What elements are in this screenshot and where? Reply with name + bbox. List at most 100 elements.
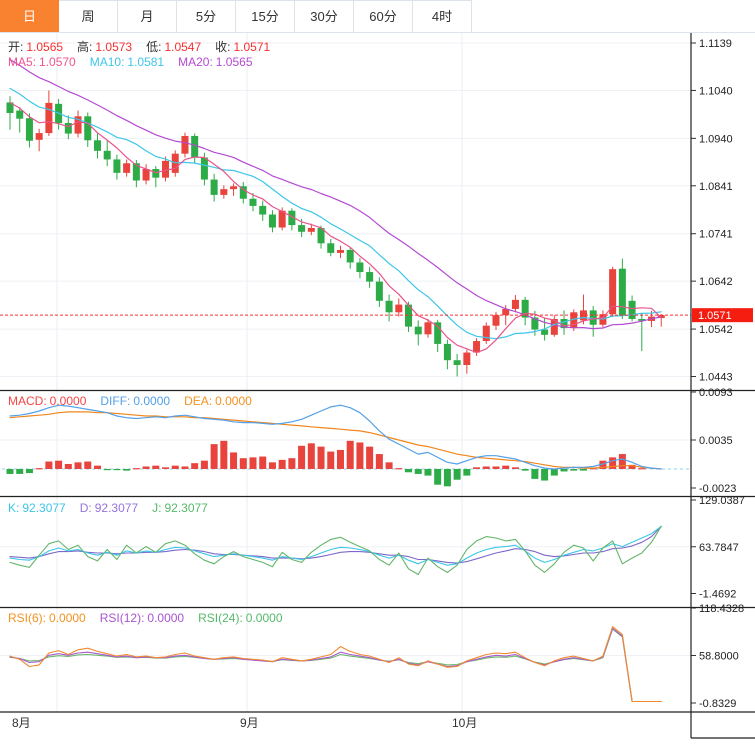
macd-bar — [64, 464, 72, 469]
candle-up — [307, 227, 315, 232]
candle-up — [142, 169, 150, 181]
period-tab-2[interactable]: 周 — [59, 0, 118, 32]
candle-up — [35, 133, 43, 140]
candle-down — [288, 210, 296, 226]
macd-bar — [599, 460, 607, 469]
macd-bar — [230, 452, 238, 469]
price-axis-label: 1.0940 — [699, 133, 733, 145]
macd-axis-label: 0.0035 — [699, 435, 733, 447]
macd-bar — [171, 465, 179, 469]
candle-down — [531, 317, 539, 330]
candle-up — [424, 322, 432, 335]
macd-bar — [84, 461, 92, 469]
macd-bar — [541, 468, 549, 481]
candle-up — [511, 299, 519, 309]
macd-bar — [570, 468, 578, 471]
month-label: 10月 — [452, 716, 477, 730]
macd-bar — [560, 468, 568, 472]
candle-up — [463, 352, 471, 365]
macd-bar — [424, 468, 432, 476]
macd-bar — [220, 440, 228, 469]
candle-up — [220, 189, 228, 195]
candle-up — [473, 341, 481, 353]
macd-bar — [200, 460, 208, 469]
candle-down — [385, 300, 393, 313]
candle-down — [453, 360, 461, 365]
macd-bar — [609, 457, 617, 469]
month-label: 8月 — [12, 716, 31, 730]
macd-bar — [434, 468, 442, 485]
macd-bar — [191, 463, 199, 469]
macd-bar — [356, 442, 364, 469]
period-tab-7[interactable]: 60分 — [354, 0, 413, 32]
macd-bar — [628, 464, 636, 469]
candle-down — [64, 123, 72, 134]
macd-bar — [579, 468, 587, 471]
j-line — [9, 525, 662, 576]
period-tab-5[interactable]: 15分 — [236, 0, 295, 32]
macd-bar — [638, 468, 646, 470]
macd-bar — [453, 468, 461, 480]
macd-bar — [259, 456, 267, 469]
candle-down — [375, 281, 383, 301]
period-toolbar: 日周月 5分 15分 30分 60分 4时 — [0, 0, 755, 33]
kdj-axis-label: 129.0387 — [699, 495, 745, 507]
rsi-axis-label: -0.8329 — [699, 698, 736, 710]
macd-axis-label: 0.0093 — [699, 387, 733, 399]
macd-axis-label: -0.0023 — [699, 483, 736, 495]
candle-up — [609, 269, 617, 315]
rsi6-line — [9, 626, 662, 703]
macd-bar — [521, 468, 529, 471]
candle-up — [570, 312, 578, 329]
candle-up — [492, 315, 500, 326]
period-tab-3[interactable]: 月 — [118, 0, 177, 32]
period-tab-8[interactable]: 4时 — [413, 0, 472, 32]
candle-down — [200, 157, 208, 180]
macd-bar — [210, 444, 218, 469]
candle-up — [123, 163, 131, 173]
macd-bar — [531, 468, 539, 479]
macd-bar — [288, 458, 296, 469]
candle-down — [628, 300, 636, 319]
macd-bar — [463, 468, 471, 476]
period-tab-4[interactable]: 5分 — [177, 0, 236, 32]
price-axis-label: 1.1139 — [699, 38, 732, 50]
macd-bar — [142, 466, 150, 469]
period-tab-1[interactable]: 日 — [0, 0, 59, 32]
current-price-badge-text: 1.0571 — [698, 310, 732, 322]
macd-bar — [395, 468, 403, 470]
candle-down — [638, 319, 646, 321]
macd-bar — [589, 468, 597, 470]
macd-bar — [366, 446, 374, 469]
ma20-line — [9, 59, 662, 330]
candle-up — [278, 210, 286, 228]
candle-down — [6, 102, 14, 113]
macd-bar — [162, 467, 170, 469]
macd-bar — [239, 458, 247, 469]
macd-bar — [16, 468, 24, 474]
macd-bar — [443, 468, 451, 487]
macd-bar — [132, 468, 140, 470]
macd-bar — [405, 468, 413, 473]
candle-down — [521, 299, 529, 318]
candle-up — [502, 308, 510, 316]
candle-down — [405, 304, 413, 327]
macd-bar — [482, 466, 490, 469]
price-axis-label: 1.0741 — [699, 229, 733, 241]
dea-line — [9, 411, 662, 470]
macd-bar — [385, 462, 393, 469]
diff-line — [9, 404, 662, 470]
macd-bar — [249, 457, 257, 469]
candle-down — [249, 198, 257, 206]
kdj-axis-label: 63.7847 — [699, 542, 739, 554]
candle-up — [162, 160, 170, 178]
candle-down — [618, 268, 626, 316]
price-axis-label: 1.0542 — [699, 324, 733, 336]
macd-bar — [511, 467, 519, 469]
rsi12-line — [9, 627, 662, 703]
macd-bar — [113, 468, 121, 471]
ma10-line — [9, 87, 662, 340]
period-tab-6[interactable]: 30分 — [295, 0, 354, 32]
macd-bar — [123, 468, 131, 471]
